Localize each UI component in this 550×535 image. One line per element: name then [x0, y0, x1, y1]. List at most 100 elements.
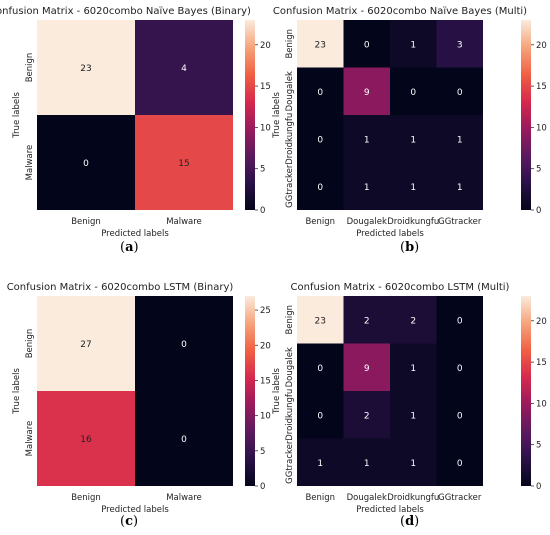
heatmap-cell — [436, 115, 483, 163]
cell-value-label: 0 — [317, 135, 323, 145]
heatmap-cell — [297, 438, 344, 486]
heatmap-cell — [390, 162, 437, 210]
x-tick-label: Malware — [166, 493, 202, 503]
y-axis-label: True labels — [12, 92, 22, 139]
cell-value-label: 3 — [457, 40, 463, 50]
y-tick-label: Malware — [25, 421, 35, 457]
x-axis-label: Predicted labels — [101, 229, 169, 239]
x-tick-label: Benign — [71, 493, 101, 503]
cell-value-label: 0 — [457, 411, 463, 421]
colorbar-tick-label: 15 — [536, 358, 547, 368]
cell-value-label: 0 — [364, 40, 370, 50]
colorbar-tick-label: 20 — [260, 41, 271, 51]
y-tick-label: Malware — [25, 145, 35, 181]
y-tick-label: Dougalek — [285, 71, 295, 111]
heatmap-cell — [436, 391, 483, 439]
cell-value-label: 1 — [410, 183, 416, 193]
cell-value-label: 0 — [457, 459, 463, 469]
y-tick-label: Droidkungfu — [285, 113, 295, 165]
caption-b: (b) — [400, 240, 420, 255]
caption-d: (d) — [400, 514, 420, 529]
y-tick-label: Benign — [25, 53, 35, 83]
heatmap-cell — [390, 67, 437, 115]
cell-value-label: 4 — [181, 64, 187, 74]
chart-title: Confusion Matrix - 6020combo Naïve Bayes… — [0, 6, 251, 17]
colorbar-tick-label: 20 — [536, 41, 547, 51]
caption-c: (c) — [120, 514, 139, 529]
y-tick-label: Droidkungfu — [285, 389, 295, 441]
cell-value-label: 1 — [364, 183, 370, 193]
x-axis-label: Predicted labels — [356, 229, 424, 239]
y-tick-label: Benign — [285, 29, 295, 59]
colorbar — [521, 20, 531, 210]
heatmap-cell — [297, 20, 344, 68]
heatmap-cell — [390, 438, 437, 486]
heatmap-cell — [343, 20, 390, 68]
panel-a: Confusion Matrix - 6020combo Naïve Bayes… — [0, 6, 271, 239]
cell-value-label: 0 — [83, 159, 89, 169]
colorbar — [245, 296, 255, 486]
cell-value-label: 9 — [364, 364, 370, 374]
heatmap-cell — [37, 391, 135, 486]
y-tick-label: Benign — [25, 329, 35, 359]
x-tick-label: Droidkungfu — [387, 217, 439, 227]
cell-value-label: 0 — [457, 316, 463, 326]
heatmap-cell — [297, 296, 344, 344]
heatmap-cell — [390, 115, 437, 163]
heatmap-cell — [390, 296, 437, 344]
caption-a: (a) — [120, 240, 139, 255]
heatmap-cell — [297, 162, 344, 210]
y-tick-label: GGtracker — [285, 440, 295, 484]
colorbar-tick-label: 0 — [260, 206, 265, 216]
colorbar-tick-label: 0 — [260, 482, 265, 492]
heatmap-cell — [135, 296, 233, 391]
x-tick-label: Dougalek — [347, 217, 387, 227]
x-tick-label: Droidkungfu — [387, 493, 439, 503]
cell-value-label: 1 — [410, 364, 416, 374]
x-axis-label: Predicted labels — [101, 505, 169, 515]
heatmap-cell — [37, 20, 135, 115]
heatmap-cell — [297, 343, 344, 391]
colorbar-tick-label: 5 — [260, 165, 265, 175]
heatmap-cell — [135, 391, 233, 486]
cell-value-label: 1 — [317, 459, 323, 469]
cell-value-label: 15 — [178, 159, 189, 169]
cell-value-label: 0 — [317, 364, 323, 374]
colorbar-tick-label: 20 — [536, 317, 547, 327]
cell-value-label: 2 — [410, 316, 416, 326]
colorbar-tick-label: 15 — [260, 376, 271, 386]
cell-value-label: 1 — [410, 40, 416, 50]
heatmap-cell — [343, 391, 390, 439]
colorbar — [245, 20, 255, 210]
y-axis-label: True labels — [272, 92, 282, 139]
chart-title: Confusion Matrix - 6020combo Naïve Bayes… — [273, 6, 527, 17]
x-tick-label: Benign — [305, 217, 335, 227]
colorbar-tick-label: 0 — [536, 206, 541, 216]
x-tick-label: Malware — [166, 217, 202, 227]
y-tick-label: Dougalek — [285, 347, 295, 387]
colorbar-tick-label: 5 — [536, 441, 541, 451]
colorbar-tick-label: 5 — [260, 447, 265, 457]
x-tick-label: Benign — [71, 217, 101, 227]
cell-value-label: 1 — [364, 459, 370, 469]
heatmap-cell — [436, 67, 483, 115]
cell-value-label: 23 — [80, 64, 91, 74]
heatmap-cell — [390, 343, 437, 391]
heatmap-cell — [343, 67, 390, 115]
heatmap-cell — [390, 391, 437, 439]
heatmap-cell — [343, 343, 390, 391]
x-tick-label: Dougalek — [347, 493, 387, 503]
cell-value-label: 0 — [317, 183, 323, 193]
cell-value-label: 1 — [457, 135, 463, 145]
x-tick-label: Benign — [305, 493, 335, 503]
heatmap-cell — [436, 20, 483, 68]
colorbar-tick-label: 5 — [536, 165, 541, 175]
cell-value-label: 1 — [410, 459, 416, 469]
y-tick-label: Benign — [285, 305, 295, 335]
cell-value-label: 0 — [457, 88, 463, 98]
cell-value-label: 23 — [315, 40, 326, 50]
y-axis-label: True labels — [272, 368, 282, 415]
heatmap-cell — [436, 162, 483, 210]
heatmap-cell — [343, 296, 390, 344]
